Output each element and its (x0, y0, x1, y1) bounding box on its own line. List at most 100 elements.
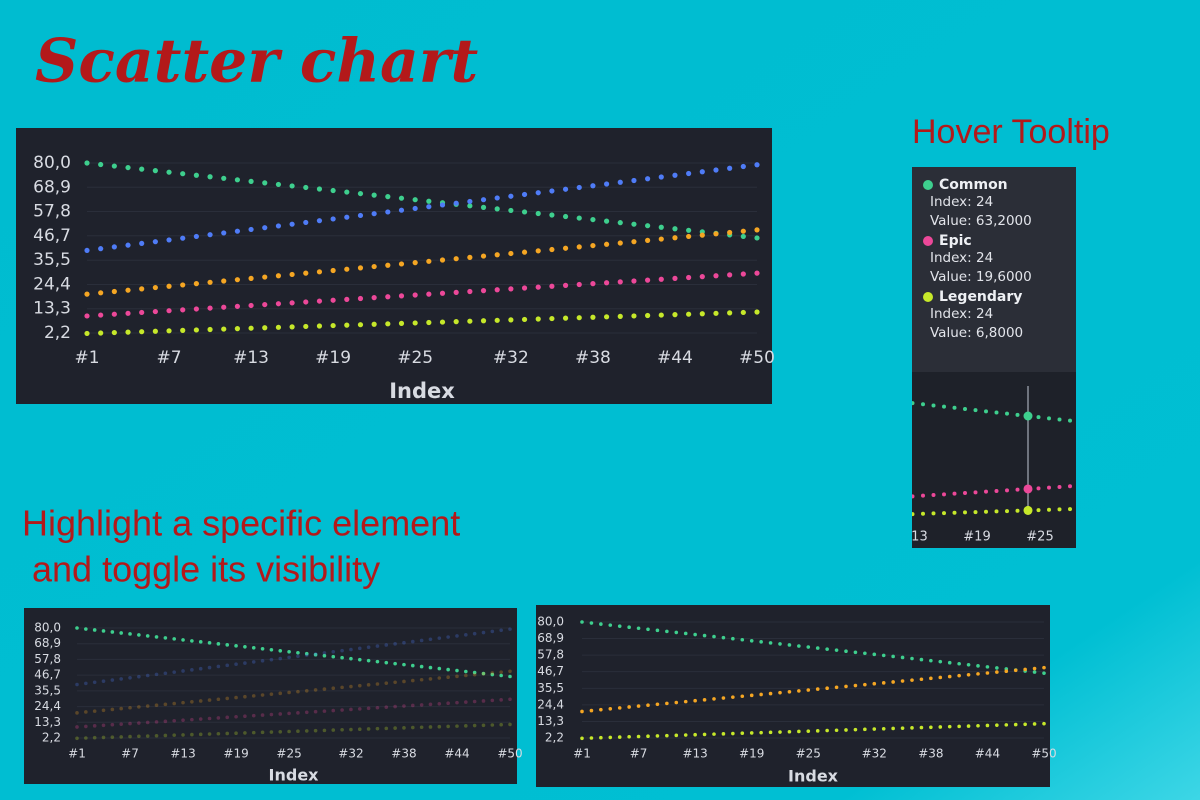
scatter-point (260, 659, 265, 663)
scatter-point (891, 726, 895, 731)
scatter-point (973, 510, 978, 515)
scatter-point (357, 707, 362, 711)
scatter-point (1023, 722, 1027, 727)
scatter-point (508, 722, 512, 727)
scatter-point (357, 295, 364, 302)
scatter-point (119, 735, 123, 739)
scatter-point (683, 699, 688, 704)
scatter-point (494, 287, 500, 293)
tooltip-panel (912, 167, 1076, 372)
scatter-point (1042, 671, 1046, 675)
scatter-point (357, 190, 364, 197)
x-tick-label: #1 (68, 747, 86, 761)
scatter-point (472, 672, 477, 677)
x-tick-label: #38 (575, 348, 611, 368)
scatter-point (1036, 508, 1041, 513)
scatter-point (1023, 411, 1033, 421)
scatter-point (608, 623, 613, 627)
scatter-point (455, 674, 459, 679)
scatter-point (727, 272, 733, 278)
scatter-point (713, 310, 719, 316)
scatter-point (398, 195, 405, 201)
scatter-point (1068, 484, 1072, 489)
scatter-point (287, 690, 291, 695)
scatter-point (825, 647, 829, 651)
scatter-point (446, 667, 450, 672)
scatter-point (446, 675, 450, 680)
scatter-point (984, 489, 988, 494)
scatter-point (658, 224, 664, 230)
scatter-point (672, 226, 678, 232)
scatter-point (402, 640, 406, 645)
scatter-point (289, 300, 295, 306)
scatter-point (806, 729, 811, 733)
legend-swatch (923, 180, 933, 190)
scatter-point (797, 644, 801, 648)
scatter-point (891, 654, 895, 659)
scatter-point (453, 200, 459, 206)
x-tick-label: #50 (497, 747, 522, 761)
scatter-point (180, 235, 186, 241)
scatter-point (590, 314, 596, 320)
scatter-point (853, 727, 858, 732)
scatter-point (225, 731, 230, 736)
scatter-point (260, 730, 265, 735)
scatter-point (1013, 668, 1018, 673)
scatter-point (111, 288, 117, 295)
scatter-point (472, 670, 477, 675)
scatter-point (699, 311, 705, 317)
scatter-point (508, 697, 512, 702)
scatter-point (646, 703, 650, 707)
scatter-point (658, 312, 664, 318)
scatter-point (137, 705, 141, 709)
scatter-point (863, 682, 867, 687)
scatter-point (243, 694, 247, 699)
scatter-point (1047, 507, 1051, 512)
scatter-point (180, 327, 186, 333)
scatter-point (686, 311, 692, 317)
scatter-point (853, 683, 858, 688)
scatter-point (508, 669, 512, 674)
scatter-point (617, 240, 623, 246)
tooltip-series-name: Legendary (939, 289, 1022, 305)
scatter-point (994, 488, 999, 493)
scatter-point (713, 231, 719, 237)
scatter-point (410, 663, 415, 668)
scatter-point (393, 642, 397, 646)
y-tick-label: 46,7 (537, 664, 564, 678)
scatter-point (645, 176, 651, 182)
scatter-point (576, 184, 582, 191)
scatter-point (645, 237, 651, 243)
scatter-point (304, 729, 309, 733)
scatter-point (713, 167, 719, 173)
scatter-point (366, 645, 371, 650)
scatter-point (627, 735, 631, 739)
scatter-point (881, 681, 886, 685)
scatter-point (330, 187, 336, 194)
scatter-point (243, 661, 247, 665)
scatter-point (699, 169, 705, 175)
scatter-point (398, 207, 405, 213)
scatter-point (225, 643, 230, 647)
scatter-point (287, 729, 291, 734)
scatter-point (398, 320, 405, 326)
scatter-point (152, 168, 158, 174)
scatter-point (137, 674, 141, 679)
scatter-point (287, 649, 291, 654)
scatter-point (349, 647, 353, 652)
scatter-point (672, 172, 678, 178)
scatter-point (349, 727, 353, 732)
scatter-point (375, 659, 380, 664)
scatter-point (366, 706, 371, 711)
section-title: Highlight a specific element (22, 503, 460, 544)
scatter-point (278, 729, 283, 734)
scatter-point (371, 321, 377, 327)
scatter-point (973, 490, 978, 495)
scatter-point (139, 166, 145, 172)
scatter-point (84, 330, 90, 337)
scatter-point (313, 652, 318, 657)
tooltip-text: Index: 24 (930, 250, 993, 266)
scatter-point (193, 327, 199, 333)
scatter-point (754, 235, 760, 241)
scatter-point (344, 214, 350, 220)
